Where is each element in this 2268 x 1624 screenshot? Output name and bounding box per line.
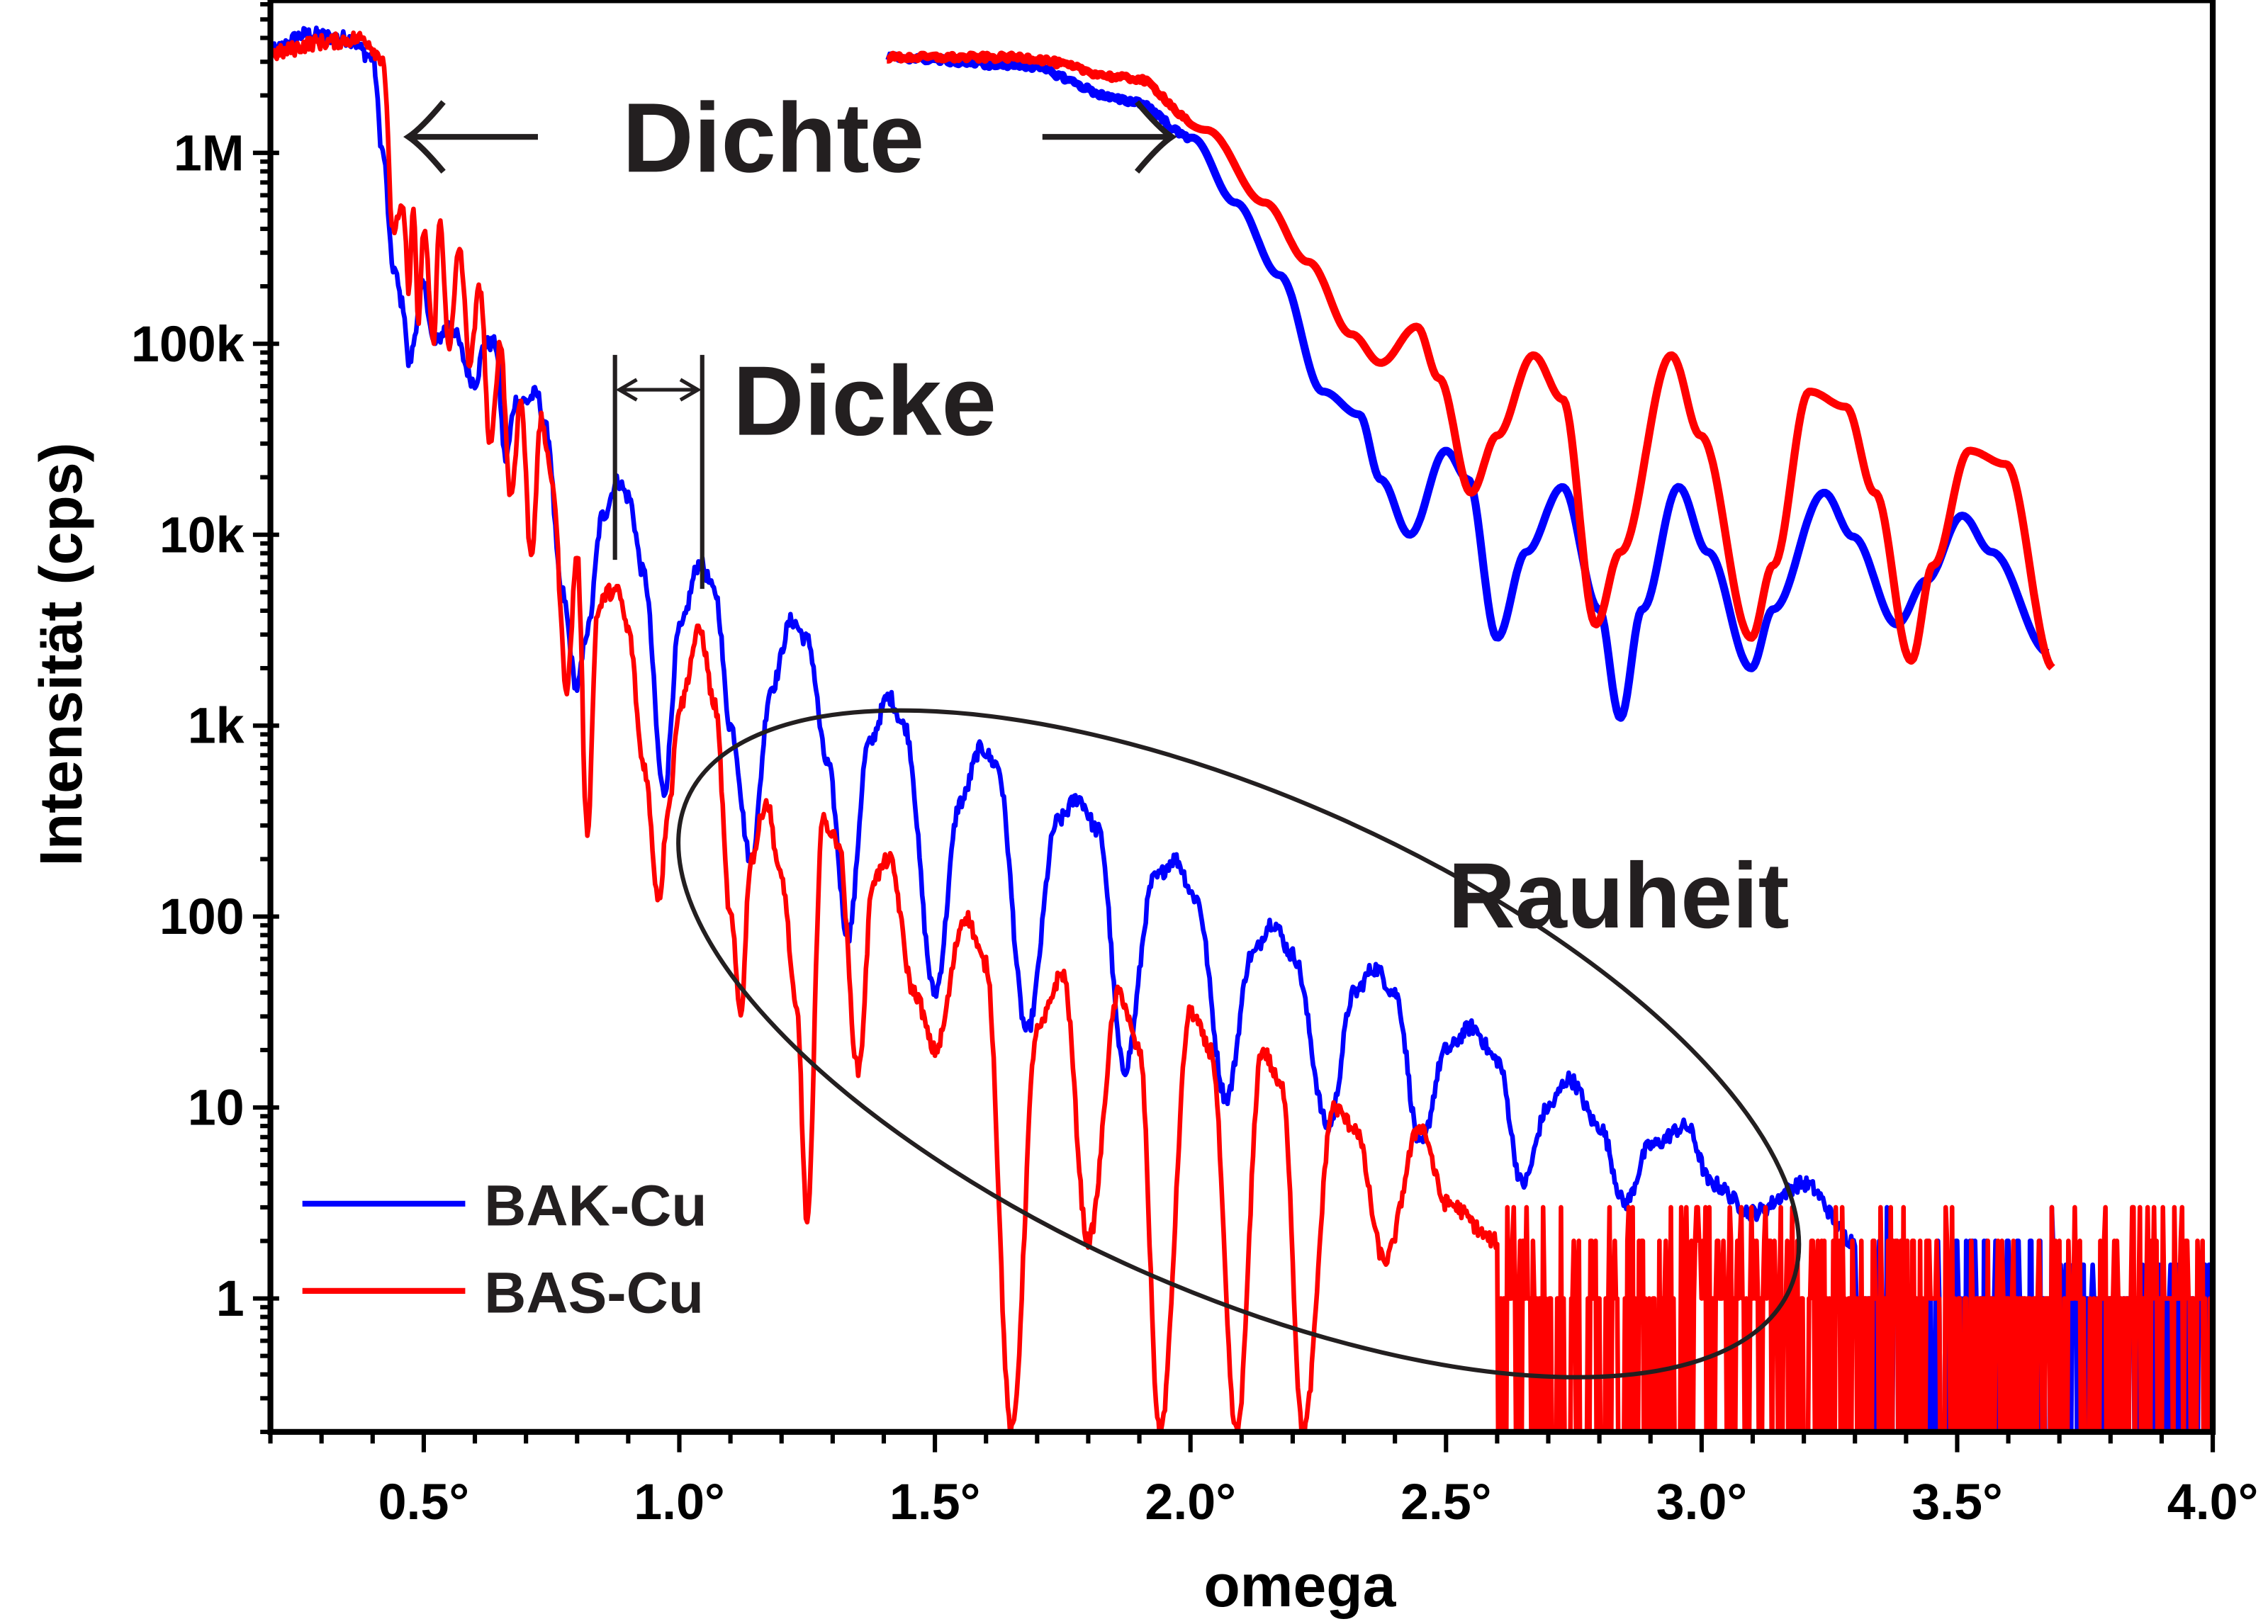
density-annotation: Dichte <box>403 82 1177 193</box>
x-tick-label: 1.5° <box>889 1474 980 1530</box>
y-tick-label: 1k <box>188 698 245 755</box>
left-arrow-icon <box>403 100 538 174</box>
series-line-bas-cu <box>270 30 2213 1432</box>
x-tick-label: 2.0° <box>1145 1474 1236 1530</box>
thickness-annotation: Dicke <box>612 346 997 590</box>
annotation-dicke: Dicke <box>733 346 997 456</box>
y-tick-label: 100 <box>159 889 245 945</box>
y-axis-label: Intensität (cps) <box>28 442 94 866</box>
x-tick-label: 4.0° <box>2167 1474 2259 1530</box>
inset-layer <box>885 50 2055 722</box>
x-tick-label: 3.0° <box>1656 1474 1748 1530</box>
series-layer <box>270 26 2213 1432</box>
x-tick-label: 2.5° <box>1400 1474 1492 1530</box>
legend: BAK-Cu BAS-Cu <box>302 1174 707 1326</box>
annotation-dichte: Dichte <box>622 82 924 193</box>
legend-label-bas: BAS-Cu <box>484 1261 704 1326</box>
y-tick-label: 10k <box>159 507 245 563</box>
y-tick-label: 100k <box>131 316 245 373</box>
y-tick-label: 1 <box>216 1270 245 1327</box>
axes: 0.5° 1.0° 1.5° 2.0° 2.5° 3.0° 3.5° 4.0° 1 10 100 1k… <box>131 1 2259 1530</box>
inset-line-bas-cu <box>885 50 2055 671</box>
legend-label-bak: BAK-Cu <box>484 1174 707 1239</box>
x-tick-label: 3.5° <box>1911 1474 2003 1530</box>
x-tick-label: 1.0° <box>634 1474 725 1530</box>
x-tick-label: 0.5° <box>378 1474 469 1530</box>
inset-line-bak-cu <box>885 51 2050 722</box>
double-arrow-icon <box>615 378 702 402</box>
y-tick-label: 1M <box>174 125 245 181</box>
roughness-annotation: Rauheit <box>676 708 1802 1380</box>
annotation-rauheit: Rauheit <box>1448 843 1789 947</box>
y-tick-label: 10 <box>188 1080 245 1137</box>
x-axis-label: omega <box>1203 1552 1396 1619</box>
roughness-ellipse <box>676 708 1802 1380</box>
right-arrow-icon <box>1042 100 1177 174</box>
